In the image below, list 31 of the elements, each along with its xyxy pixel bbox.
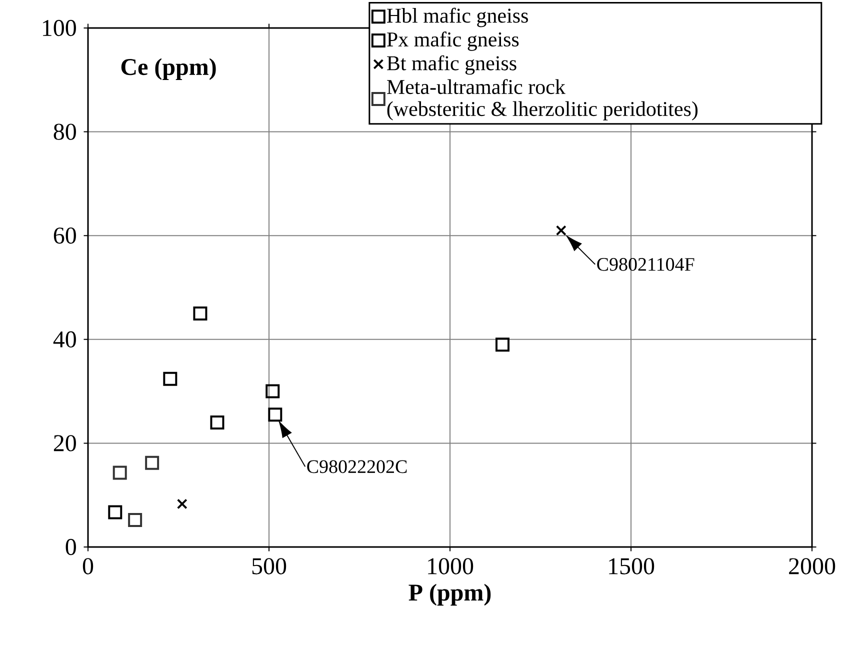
x-axis-title: P (ppm) [408, 584, 491, 606]
point [556, 225, 566, 236]
x-tick-label: 1000 [428, 558, 474, 574]
y-axis-title: Ce (ppm) [121, 58, 216, 80]
point [145, 456, 160, 470]
point [495, 338, 510, 352]
legend-label: Meta-ultramafic rock (websteritic & lherzolitic peridotites) [387, 79, 698, 120]
x-tick-label: 2000 [789, 558, 836, 574]
x-tick-label: 1500 [609, 558, 654, 574]
x-tick-label: 500 [252, 558, 286, 574]
y-tick-label: 100 [42, 20, 76, 36]
legend-label: Px mafic gneiss [387, 32, 519, 51]
y-tick-label: 0 [66, 538, 76, 556]
annotation: C98021104F [597, 258, 694, 271]
point [108, 505, 122, 520]
point [266, 384, 280, 398]
point [193, 306, 208, 320]
y-tick-label: 20 [54, 435, 76, 452]
y-tick-label: 60 [54, 227, 76, 244]
legend-label: Bt mafic gneiss [387, 55, 516, 75]
point [128, 513, 142, 528]
point [176, 498, 188, 510]
y-tick-label: 40 [53, 331, 76, 348]
point [268, 408, 282, 422]
y-tick-label: 80 [54, 124, 76, 140]
x-tick-label: 0 [82, 558, 94, 574]
legend-label: Hbl mafic gneiss [387, 8, 528, 28]
point [112, 466, 127, 480]
annotation: C98022202C [307, 460, 407, 474]
point [163, 372, 178, 386]
point [210, 415, 224, 430]
